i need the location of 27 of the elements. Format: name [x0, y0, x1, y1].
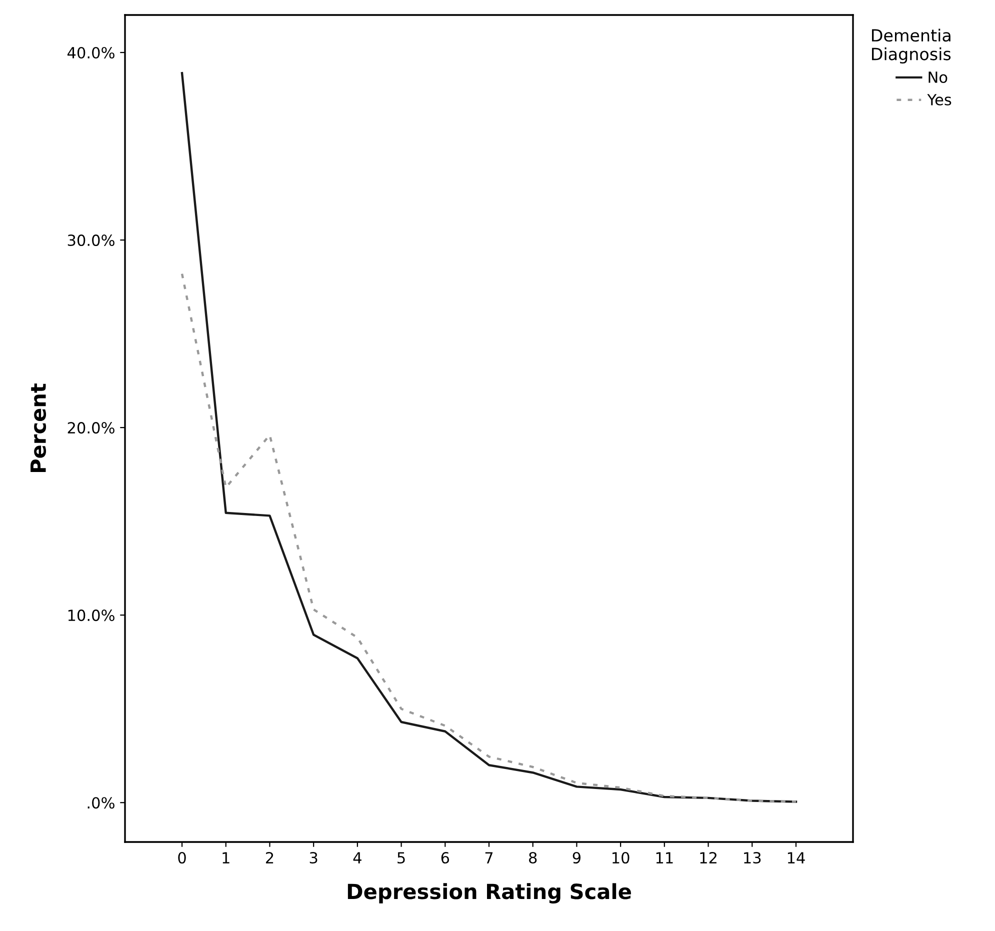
x-tick-label: 11 [656, 852, 673, 864]
legend-label: Yes [927, 94, 952, 106]
x-tick-label: 6 [441, 852, 450, 864]
line-series [180, 72, 798, 803]
x-tick-label: 8 [529, 852, 537, 864]
y-tick-label: 10.0% [68, 610, 114, 622]
legend-label: No [928, 72, 948, 84]
x-tick-label: 5 [398, 852, 405, 864]
x-tick-label: 10 [612, 852, 630, 864]
x-tick-label: 3 [310, 852, 318, 864]
y-tick-label: 40.0% [67, 46, 114, 59]
x-tick-label: 13 [744, 852, 761, 864]
x-tick-label: 4 [353, 852, 362, 864]
line-series [180, 272, 798, 803]
x-tick-label: 1 [222, 852, 230, 864]
x-tick-label: 14 [788, 852, 805, 864]
x-axis-title: Depression Rating Scale [348, 883, 631, 904]
y-tick-label: 20.0% [68, 422, 114, 434]
x-tick-label: 2 [266, 852, 274, 864]
y-axis-title: Percent [30, 384, 46, 472]
y-tick-label: .0% [88, 797, 114, 809]
y-tick-label: 30.0% [68, 234, 114, 246]
x-tick-label: 0 [178, 852, 186, 864]
x-tick-label: 12 [700, 852, 716, 864]
legend-title: Dementia Diagnosis [872, 28, 951, 64]
x-tick-label: 9 [572, 852, 580, 864]
x-tick-label: 7 [485, 852, 493, 864]
